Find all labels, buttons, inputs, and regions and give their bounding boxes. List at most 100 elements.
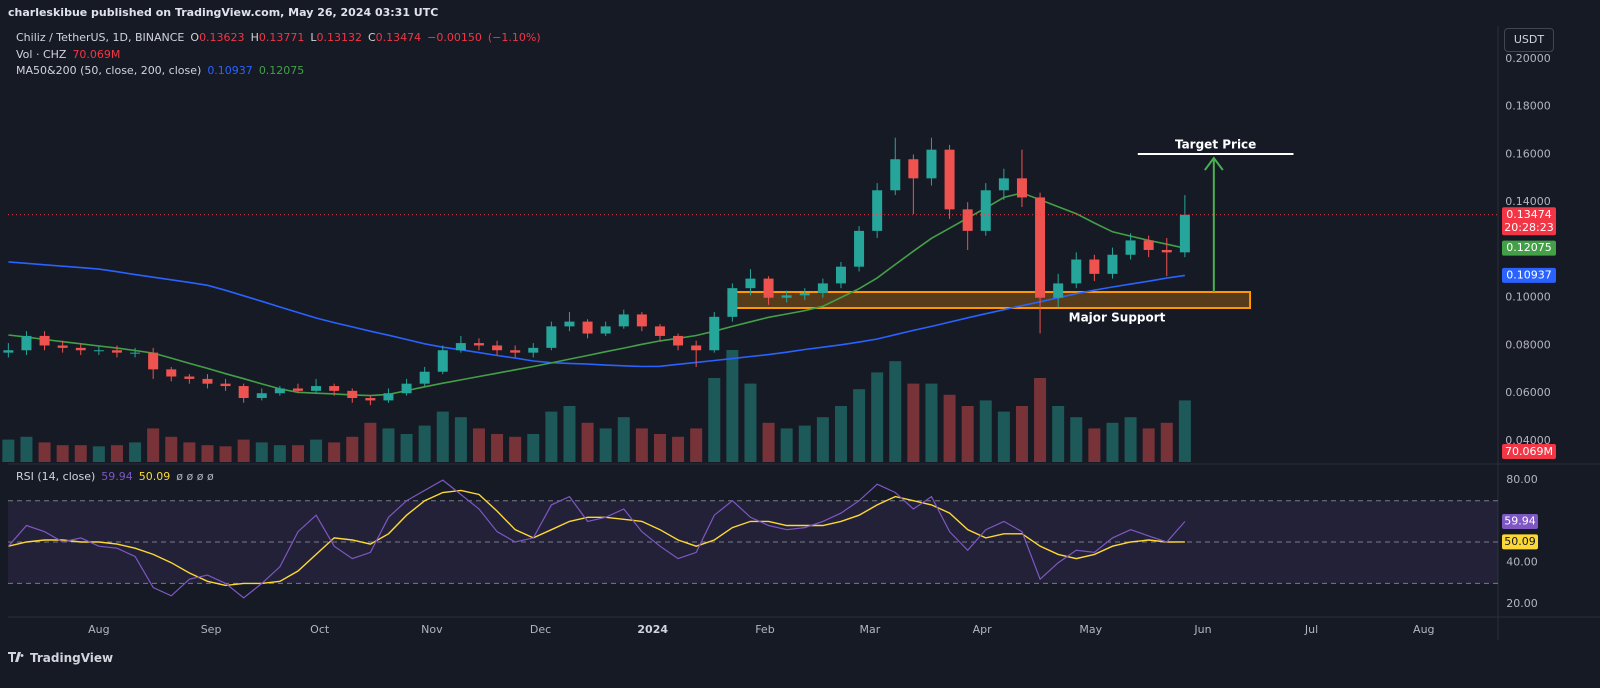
volume-bar bbox=[907, 383, 920, 462]
candle-body bbox=[1035, 197, 1046, 298]
candle-body bbox=[745, 278, 756, 289]
candle-body bbox=[944, 149, 955, 210]
ohlc-value: 0.13132 bbox=[316, 31, 362, 44]
symbol-legend: Chiliz / TetherUS, 1D, BINANCE O0.13623 H… bbox=[16, 31, 541, 44]
symbol: Chiliz / TetherUS, 1D, BINANCE bbox=[16, 31, 185, 44]
ma-badge-bg bbox=[1502, 240, 1556, 256]
candle-body bbox=[1125, 240, 1136, 255]
x-tick-label: Sep bbox=[201, 623, 222, 636]
candle-body bbox=[564, 321, 575, 327]
rsi-tick-label: 40.00 bbox=[1506, 556, 1538, 569]
candle-body bbox=[799, 292, 810, 296]
volume-bar bbox=[436, 411, 449, 462]
volume-last: 70.069M bbox=[72, 48, 121, 61]
rsi-nulls: ø ø ø ø bbox=[176, 470, 214, 483]
candle-body bbox=[528, 347, 539, 353]
target-arrow-head bbox=[1204, 156, 1224, 171]
candle-body bbox=[727, 288, 738, 317]
candle-body bbox=[365, 398, 376, 401]
volume-bar bbox=[255, 442, 268, 462]
candle-body bbox=[926, 149, 937, 179]
ma-legend: MA50&200 (50, close, 200, close) 0.10937… bbox=[16, 64, 304, 77]
volume-bar bbox=[798, 425, 811, 462]
volume-name: Vol · CHZ bbox=[16, 48, 67, 61]
candle-body bbox=[998, 178, 1009, 191]
volume-bar bbox=[1124, 417, 1137, 462]
y-tick-label: 0.04000 bbox=[1505, 434, 1551, 447]
y-tick-label: 0.08000 bbox=[1505, 338, 1551, 351]
candle-body bbox=[691, 345, 702, 351]
candle-body bbox=[546, 326, 557, 348]
volume-bar bbox=[1015, 406, 1028, 462]
candle-body bbox=[835, 266, 846, 284]
candle-body bbox=[57, 345, 68, 348]
rsi-tick-label: 80.00 bbox=[1506, 473, 1538, 486]
candle-body bbox=[890, 159, 901, 191]
candle-body bbox=[763, 278, 774, 298]
candle-body bbox=[437, 350, 448, 372]
volume-bar bbox=[708, 378, 721, 462]
rsi-ma-badge: 50.09 bbox=[1504, 535, 1536, 548]
ma-badge: 0.12075 bbox=[1506, 241, 1552, 254]
change: −0.00150 bbox=[427, 31, 482, 44]
volume-bar bbox=[1106, 422, 1119, 462]
volume-bar bbox=[382, 428, 395, 462]
candle-body bbox=[202, 378, 213, 384]
volume-bar bbox=[563, 406, 576, 462]
volume-bar bbox=[491, 434, 504, 462]
volume-bar bbox=[834, 406, 847, 462]
ohlc-item: O0.13623 bbox=[190, 31, 244, 44]
ohlc-key: H bbox=[250, 31, 259, 44]
volume-bar bbox=[364, 422, 377, 462]
x-tick-label: Oct bbox=[310, 623, 330, 636]
volume-legend: Vol · CHZ 70.069M bbox=[16, 48, 120, 61]
volume-bar bbox=[1070, 417, 1083, 462]
volume-bar bbox=[201, 445, 214, 462]
volume-bar bbox=[328, 442, 341, 462]
candle-body bbox=[1053, 283, 1064, 298]
candle-body bbox=[492, 345, 503, 351]
support-label: Major Support bbox=[1069, 310, 1166, 324]
volume-bar bbox=[1088, 428, 1101, 462]
change-pct: (−1.10%) bbox=[487, 31, 541, 44]
volume-bar bbox=[147, 428, 160, 462]
last-price-badge: 0.13474 bbox=[1506, 208, 1552, 221]
candle-body bbox=[111, 350, 122, 353]
volume-bar bbox=[943, 394, 956, 462]
volume-bar bbox=[617, 417, 630, 462]
x-tick-label: Aug bbox=[88, 623, 109, 636]
candle-body bbox=[455, 343, 466, 351]
candle-body bbox=[93, 350, 104, 352]
rsi-line bbox=[7, 479, 1186, 599]
rsi-last: 59.94 bbox=[101, 470, 133, 483]
ohlc-item: C0.13474 bbox=[368, 31, 421, 44]
volume-bar bbox=[472, 428, 485, 462]
candle-body bbox=[1016, 178, 1027, 198]
y-tick-label: 0.10000 bbox=[1505, 291, 1551, 304]
currency-button[interactable]: USDT bbox=[1504, 28, 1554, 52]
candle-body bbox=[148, 352, 159, 370]
x-tick-label: 2024 bbox=[637, 623, 668, 636]
volume-bar bbox=[853, 389, 866, 462]
candle-body bbox=[274, 388, 285, 394]
volume-bar bbox=[310, 439, 323, 462]
brand-name: TradingView bbox=[30, 651, 114, 665]
volume-bar bbox=[400, 434, 413, 462]
volume-bar bbox=[816, 417, 829, 462]
volume-bar bbox=[2, 439, 15, 462]
volume-bar bbox=[979, 400, 992, 462]
volume-bar bbox=[690, 428, 703, 462]
candle-body bbox=[980, 190, 991, 231]
candle-body bbox=[21, 335, 32, 351]
rsi-badge: 59.94 bbox=[1504, 515, 1536, 528]
volume-bar bbox=[871, 372, 884, 462]
volume-bar bbox=[183, 442, 196, 462]
volume-bar bbox=[527, 434, 540, 462]
volume-bar bbox=[762, 422, 775, 462]
candle-body bbox=[872, 190, 883, 231]
candle-body bbox=[220, 383, 231, 387]
ma-line bbox=[8, 261, 1186, 368]
rsi-label: RSI (14, close) bbox=[16, 470, 96, 483]
